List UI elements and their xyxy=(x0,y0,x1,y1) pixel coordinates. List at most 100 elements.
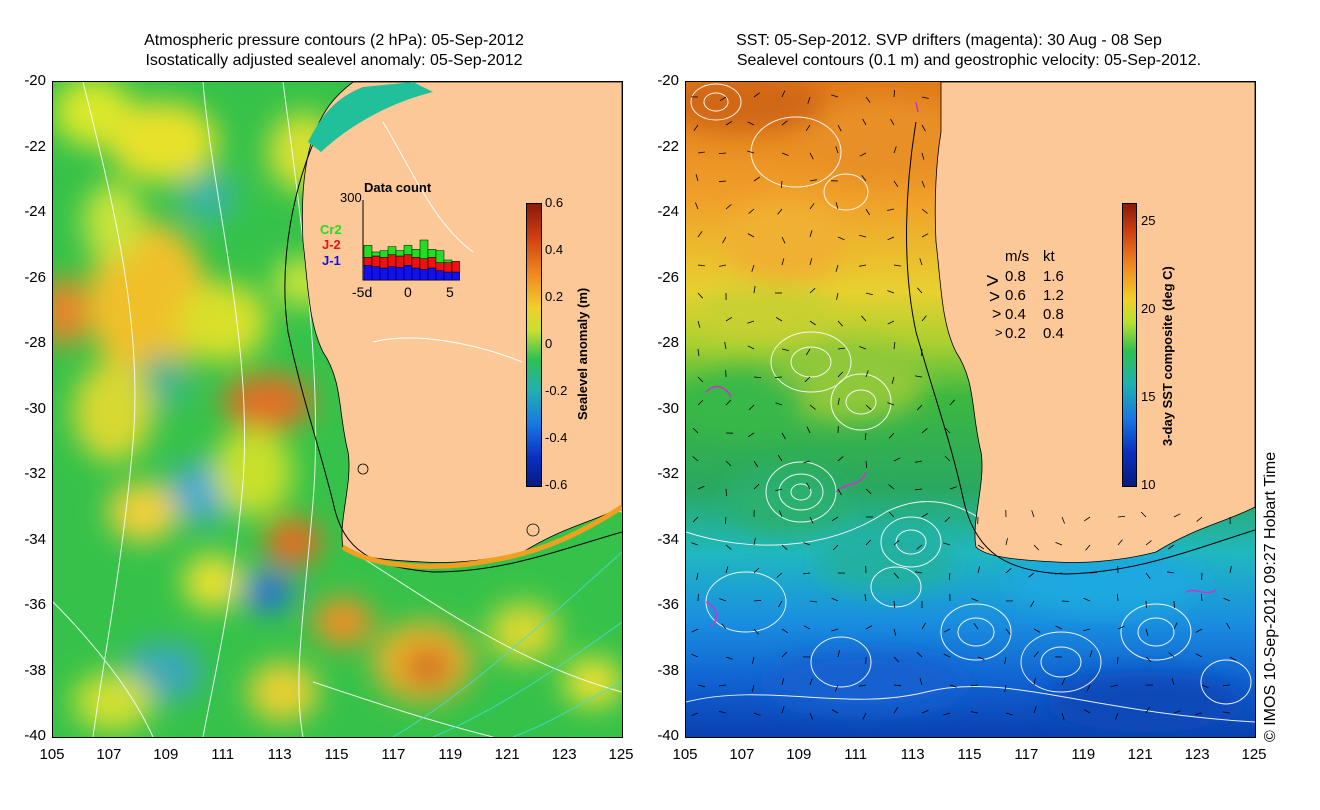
velocity-arrow xyxy=(691,712,699,716)
velocity-arrow xyxy=(837,398,840,406)
right-lon-tick: 109 xyxy=(786,746,812,763)
velocity-arrow xyxy=(919,678,923,686)
velocity-arrow xyxy=(1061,712,1065,720)
velocity-arrow xyxy=(831,628,839,632)
left-lat-tick: -24 xyxy=(24,203,46,220)
velocity-arrow xyxy=(1145,540,1152,546)
velocity-arrow xyxy=(971,598,979,602)
velocity-arrow xyxy=(865,208,870,216)
velocity-arrow xyxy=(943,653,951,658)
velocity-arrow xyxy=(832,544,839,551)
velocity-arrow xyxy=(865,96,871,103)
right-lon-tick: 119 xyxy=(1071,746,1096,763)
velocity-legend-arrow-icon: > xyxy=(986,268,999,293)
velocity-arrow xyxy=(889,432,895,439)
velocity-arrow xyxy=(1030,600,1035,608)
velocity-arrow xyxy=(862,118,867,126)
velocity-arrow xyxy=(893,540,900,546)
velocity-arrow xyxy=(835,684,839,692)
velocity-arrow xyxy=(837,236,845,241)
velocity-arrow xyxy=(865,292,873,296)
velocity-arrow xyxy=(921,180,925,188)
velocity-legend-kt: 1.2 xyxy=(1043,287,1064,304)
velocity-arrow xyxy=(948,572,951,581)
velocity-arrow xyxy=(831,516,839,522)
velocity-arrow xyxy=(1033,651,1039,658)
inset-bar-cr2 xyxy=(395,250,405,257)
velocity-arrow xyxy=(719,96,727,102)
velocity-arrow xyxy=(921,124,926,132)
velocity-arrow xyxy=(921,709,929,714)
velocity-arrow xyxy=(1083,628,1091,632)
velocity-arrow xyxy=(893,656,900,663)
velocity-arrow xyxy=(916,651,923,658)
velocity-arrow xyxy=(977,566,981,574)
velocity-arrow xyxy=(725,566,729,574)
velocity-arrow xyxy=(915,571,923,574)
velocity-arrow xyxy=(722,236,727,244)
velocity-arrow xyxy=(944,427,951,434)
velocity-arrow xyxy=(1004,684,1007,692)
velocity-arrow xyxy=(1005,712,1013,716)
right-lat-tick: -24 xyxy=(657,203,679,220)
velocity-arrow xyxy=(1033,628,1041,633)
velocity-arrow xyxy=(835,202,839,210)
velocity-arrow xyxy=(725,488,727,497)
velocity-arrow xyxy=(725,204,732,210)
left-lon-tick: 117 xyxy=(381,746,406,763)
velocity-arrow xyxy=(1145,572,1151,579)
inset-bar-j2 xyxy=(403,254,413,266)
velocity-arrow xyxy=(1223,597,1231,602)
velocity-arrow xyxy=(921,428,928,434)
sealevel-colorbar-tick: -0.6 xyxy=(545,477,568,492)
velocity-arrow xyxy=(977,656,985,661)
velocity-arrow xyxy=(697,684,705,688)
velocity-arrow xyxy=(697,151,705,154)
velocity-arrow xyxy=(781,628,789,634)
velocity-arrow xyxy=(837,650,840,658)
velocity-arrow xyxy=(802,572,811,575)
velocity-arrow xyxy=(916,544,923,550)
velocity-arrow xyxy=(921,96,929,99)
velocity-arrow xyxy=(809,230,813,238)
velocity-arrow xyxy=(861,175,867,182)
velocity-arrow xyxy=(949,399,955,406)
velocity-arrow xyxy=(781,152,789,156)
velocity-arrow xyxy=(864,594,867,602)
velocity-arrow xyxy=(944,455,951,462)
velocity-legend-kt: 1.6 xyxy=(1043,268,1064,285)
velocity-arrow xyxy=(862,712,867,720)
left-lon-tick: 125 xyxy=(608,746,634,763)
velocity-arrow xyxy=(747,345,755,350)
velocity-arrow xyxy=(725,399,732,406)
inset-bar-j2 xyxy=(371,255,381,267)
velocity-arrow xyxy=(893,572,899,579)
inset-bar-cr2 xyxy=(371,251,381,257)
left-lat-tick: -26 xyxy=(24,268,46,286)
velocity-arrow xyxy=(1226,622,1231,630)
velocity-arrow xyxy=(719,598,727,602)
inset-bar-j2 xyxy=(387,254,397,267)
velocity-arrow xyxy=(725,121,733,126)
velocity-arrow xyxy=(747,121,755,126)
velocity-arrow xyxy=(697,264,705,267)
inset-bar-j1 xyxy=(451,271,460,281)
velocity-arrow xyxy=(752,656,755,664)
velocity-arrow xyxy=(1195,712,1203,716)
velocity-arrow xyxy=(1167,571,1175,574)
velocity-arrow xyxy=(697,292,703,299)
inset-bar-j1 xyxy=(419,269,429,281)
velocity-arrow xyxy=(747,150,755,154)
velocity-arrow xyxy=(695,202,699,210)
inset-bar-cr2 xyxy=(419,239,429,259)
velocity-arrow xyxy=(893,600,896,609)
right-lon-tick: 107 xyxy=(729,746,755,763)
sealevel-colorbar-tick: -0.4 xyxy=(545,430,568,445)
left-lon-tick: 107 xyxy=(96,746,122,763)
velocity-arrow xyxy=(916,404,923,411)
velocity-arrow xyxy=(1173,710,1181,714)
left-lon-tick: 105 xyxy=(39,746,65,763)
velocity-arrow xyxy=(1117,625,1125,630)
velocity-arrow xyxy=(781,348,789,351)
velocity-arrow xyxy=(921,622,926,630)
